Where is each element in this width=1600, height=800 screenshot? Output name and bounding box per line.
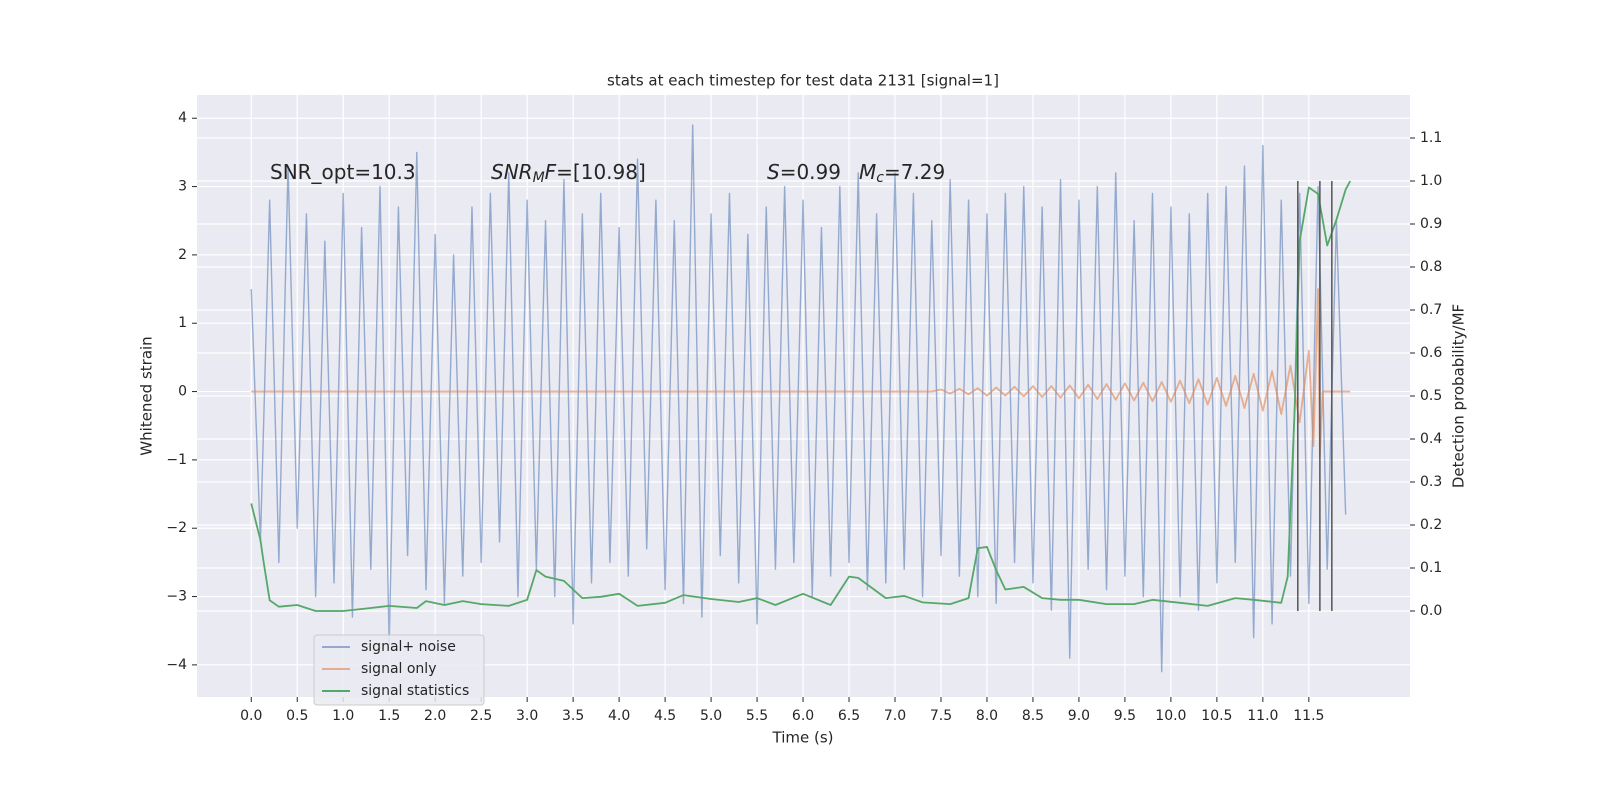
marks	[250, 124, 1352, 673]
y-tick-label: 4	[178, 110, 187, 126]
x-tick-label: 7.0	[884, 708, 906, 724]
y2-axis-label: Detection probability/MF	[1450, 304, 1468, 488]
y2-tick-label: 0.6	[1420, 345, 1442, 361]
y-tick-label: 0	[178, 384, 187, 400]
annotation-part: c	[876, 170, 884, 186]
x-tick-label: 1.5	[378, 708, 400, 724]
annotation-part: M	[533, 170, 545, 186]
annotation: S=0.99	[767, 160, 841, 184]
x-tick-label: 4.0	[608, 708, 630, 724]
y-tick-label: 1	[178, 315, 187, 331]
y2-tick-label: 0.8	[1420, 259, 1442, 275]
x-tick-label: 8.0	[976, 708, 998, 724]
legend: signal+ noise signal only signal statistic…	[313, 634, 485, 706]
x-tick-label: 3.5	[562, 708, 584, 724]
x-tick-label: 11.0	[1247, 708, 1278, 724]
x-tick-label: 0.5	[286, 708, 308, 724]
x-tick-label: 1.0	[332, 708, 354, 724]
series-line	[251, 288, 1351, 458]
x-tick-label: 9.5	[1114, 708, 1136, 724]
annotation: Mc=7.29	[859, 160, 945, 187]
legend-label: signal only	[361, 661, 436, 677]
annotation: SNR_opt=10.3	[270, 160, 416, 184]
annotation-part: S	[767, 160, 780, 184]
y2-tick-label: 0.4	[1420, 431, 1442, 447]
x-tick-label: 10.0	[1155, 708, 1186, 724]
y2-tick-label: 1.0	[1420, 173, 1442, 189]
x-tick-label: 2.5	[470, 708, 492, 724]
y2-tick-label: 0.0	[1420, 603, 1442, 619]
y-axis-label: Whitened strain	[138, 336, 156, 455]
series-line	[250, 124, 1347, 673]
legend-box	[313, 634, 485, 706]
y2-tick-label: 0.2	[1420, 517, 1442, 533]
x-tick-label: 3.0	[516, 708, 538, 724]
x-axis-label: Time (s)	[772, 729, 834, 747]
x-tick-label: 4.5	[654, 708, 676, 724]
annotation-part: M	[859, 160, 876, 184]
annotation-part: SNR_opt=10.3	[270, 160, 416, 184]
y2-tick-label: 0.1	[1420, 560, 1442, 576]
y-tick-label: 2	[178, 247, 187, 263]
legend-label: signal statistics	[361, 683, 469, 699]
y-tick-label: −4	[166, 657, 187, 673]
chart-title: stats at each timestep for test data 213…	[607, 72, 999, 90]
x-tick-label: 0.0	[240, 708, 262, 724]
x-tick-label: 9.0	[1068, 708, 1090, 724]
y2-tick-label: 0.9	[1420, 216, 1442, 232]
annotation-part: F	[545, 160, 557, 184]
x-tick-label: 6.0	[792, 708, 814, 724]
series-line	[250, 180, 1352, 612]
x-tick-label: 6.5	[838, 708, 860, 724]
y2-tick-label: 1.1	[1420, 130, 1442, 146]
x-tick-label: 11.5	[1293, 708, 1324, 724]
y2-tick-label: 0.5	[1420, 388, 1442, 404]
y-tick-label: −3	[166, 589, 187, 605]
x-tick-label: 8.5	[1022, 708, 1044, 724]
annotation-part: SNR	[491, 160, 533, 184]
x-tick-label: 2.0	[424, 708, 446, 724]
y-tick-label: −1	[166, 452, 187, 468]
y2-tick-label: 0.3	[1420, 474, 1442, 490]
y2-tick-label: 0.7	[1420, 302, 1442, 318]
annotation-part: =[10.98]	[556, 160, 646, 184]
annotation-part: =0.99	[780, 160, 841, 184]
y-tick-label: −2	[166, 520, 187, 536]
x-tick-label: 10.5	[1201, 708, 1232, 724]
legend-label: signal+ noise	[361, 639, 456, 655]
annotation: SNRMF=[10.98]	[491, 160, 646, 187]
annotation-part: =7.29	[884, 160, 945, 184]
x-tick-label: 7.5	[930, 708, 952, 724]
y-tick-label: 3	[178, 179, 187, 195]
x-tick-label: 5.5	[746, 708, 768, 724]
x-tick-label: 5.0	[700, 708, 722, 724]
